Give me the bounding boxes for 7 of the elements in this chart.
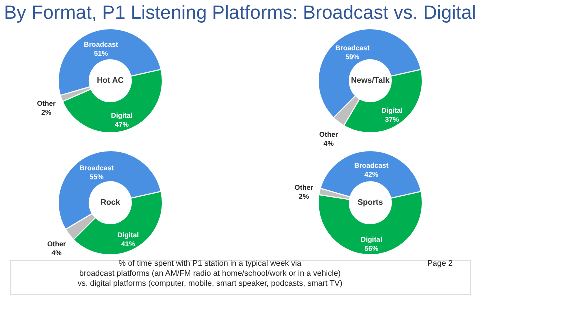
text: By Format, P1 Listening Platforms: Broadcast vs. Digital xyxy=(4,3,476,24)
text: Rock xyxy=(100,198,121,207)
text: Sports xyxy=(358,198,384,207)
text: Page 2 xyxy=(428,259,454,268)
text: % of time spent with P1 station in a typical week via broadcast platforms (an AM/FM radio at home/school/work or in a vehicle) vs. digital platforms (computer, mobile, smart speaker, podcasts, smart TV) xyxy=(78,259,343,288)
text: Hot AC xyxy=(97,76,124,85)
text: News/Talk xyxy=(351,76,390,85)
